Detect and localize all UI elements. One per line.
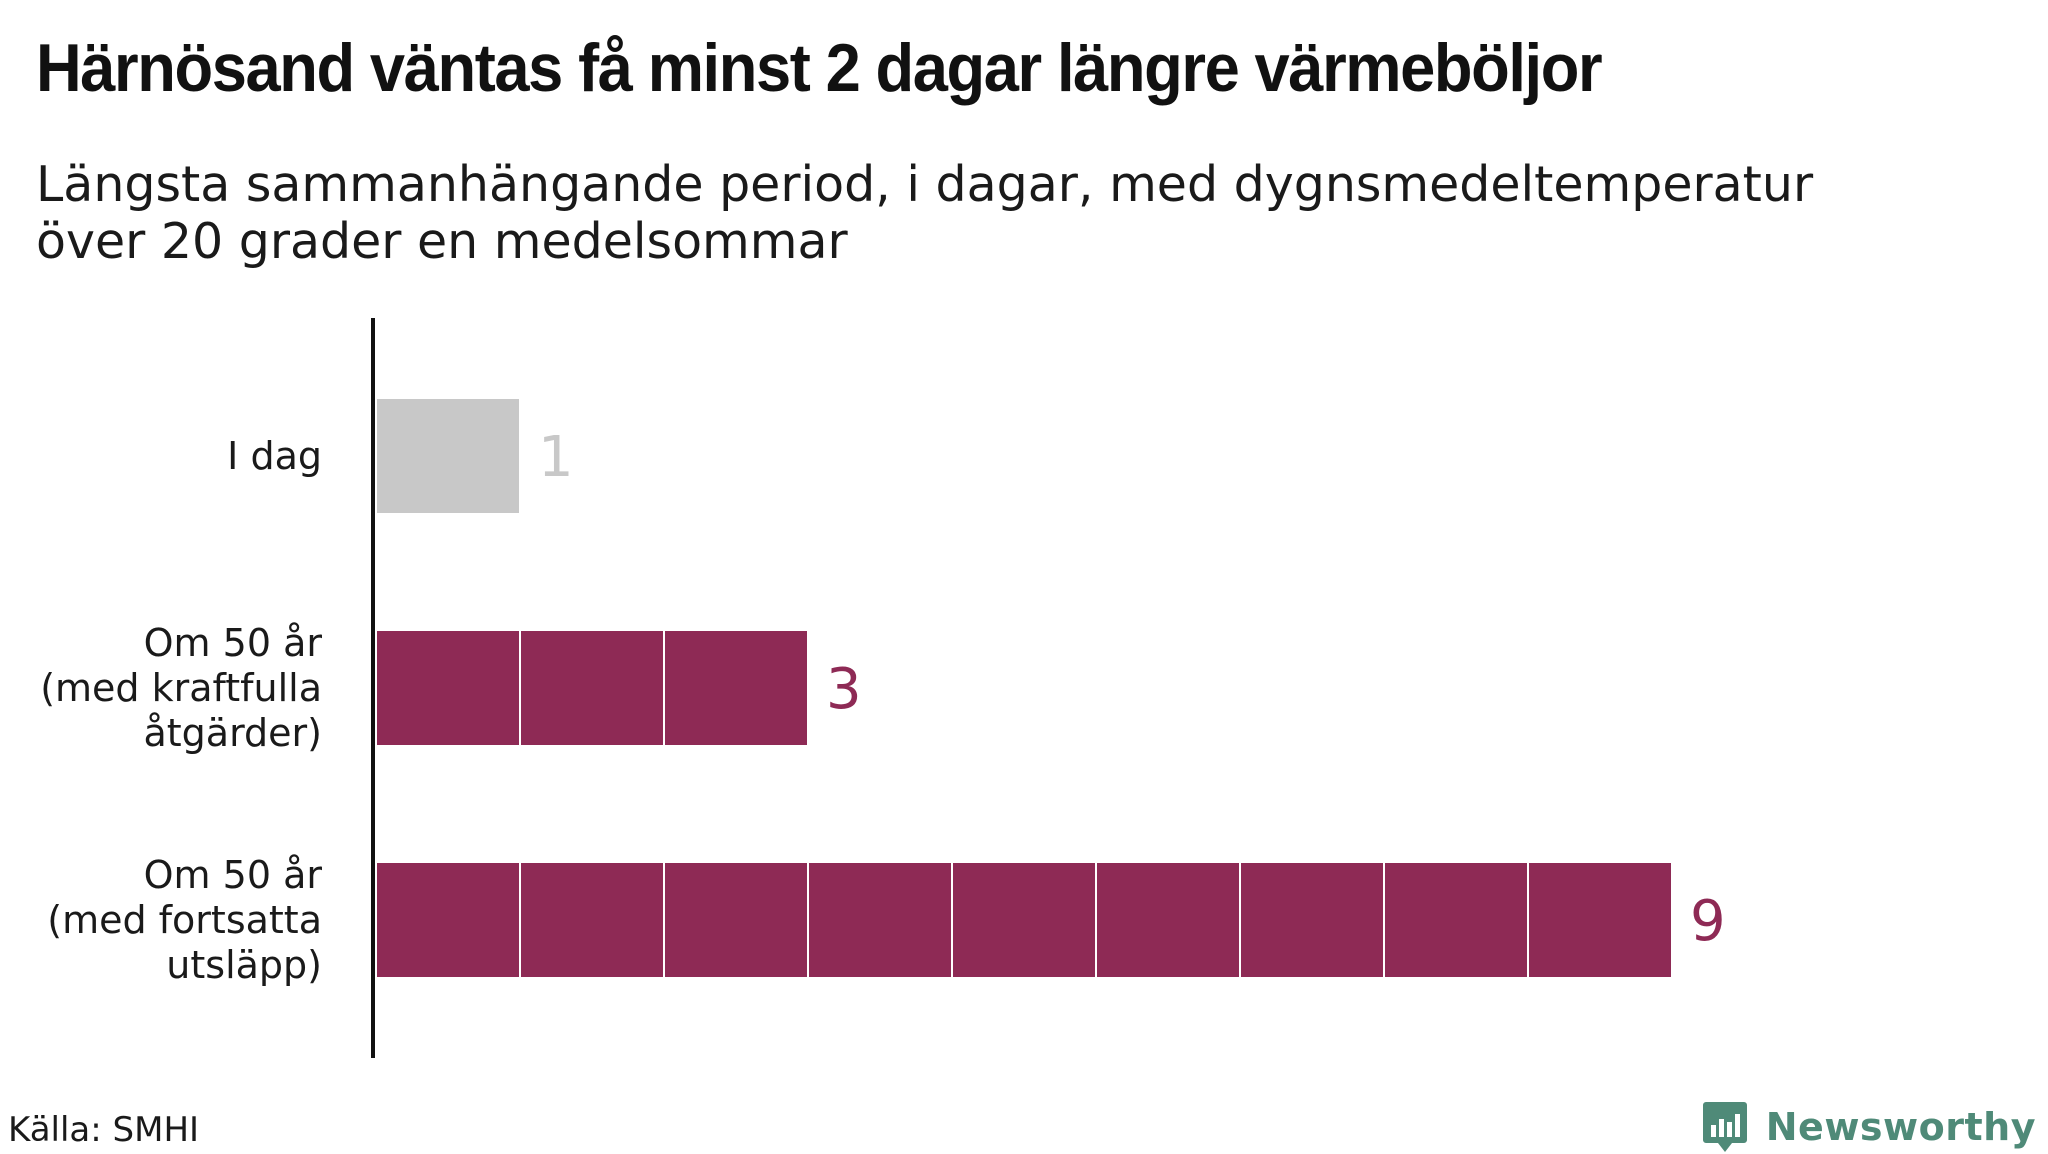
bar-segment (1239, 861, 1385, 979)
brand: Newsworthy (1702, 1100, 2036, 1154)
bar-segment (807, 861, 953, 979)
brand-name: Newsworthy (1765, 1105, 2036, 1149)
bar-value-label: 3 (826, 657, 862, 722)
bar-segment (375, 397, 521, 515)
bar-segment (1095, 861, 1241, 979)
bar-segment (663, 861, 809, 979)
chart-title: Härnösand väntas få minst 2 dagar längre… (36, 30, 1603, 106)
bar-segment (951, 861, 1097, 979)
category-label: åtgärder) (144, 711, 323, 755)
chart-subtitle: Längsta sammanhängande period, i dagar, … (36, 156, 1814, 270)
category-label: (med kraftfulla (40, 666, 322, 710)
category-label: Om 50 år (144, 853, 323, 897)
newsworthy-logo-icon (1702, 1102, 1747, 1152)
bar-value-label: 9 (1690, 889, 1726, 954)
category-label: Om 50 år (144, 621, 323, 665)
bar-segment (1527, 861, 1673, 979)
bar-segment (375, 629, 521, 747)
bar-segment (519, 629, 665, 747)
bar-segment (1383, 861, 1529, 979)
source-note: Källa: SMHI (8, 1110, 200, 1150)
category-label: utsläpp) (166, 943, 322, 987)
category-label: (med fortsatta (47, 898, 322, 942)
bar-segment (519, 861, 665, 979)
bar-segment (375, 861, 521, 979)
bar-segment (663, 629, 809, 747)
category-label: I dag (227, 434, 322, 478)
bar-value-label: 1 (538, 425, 574, 490)
